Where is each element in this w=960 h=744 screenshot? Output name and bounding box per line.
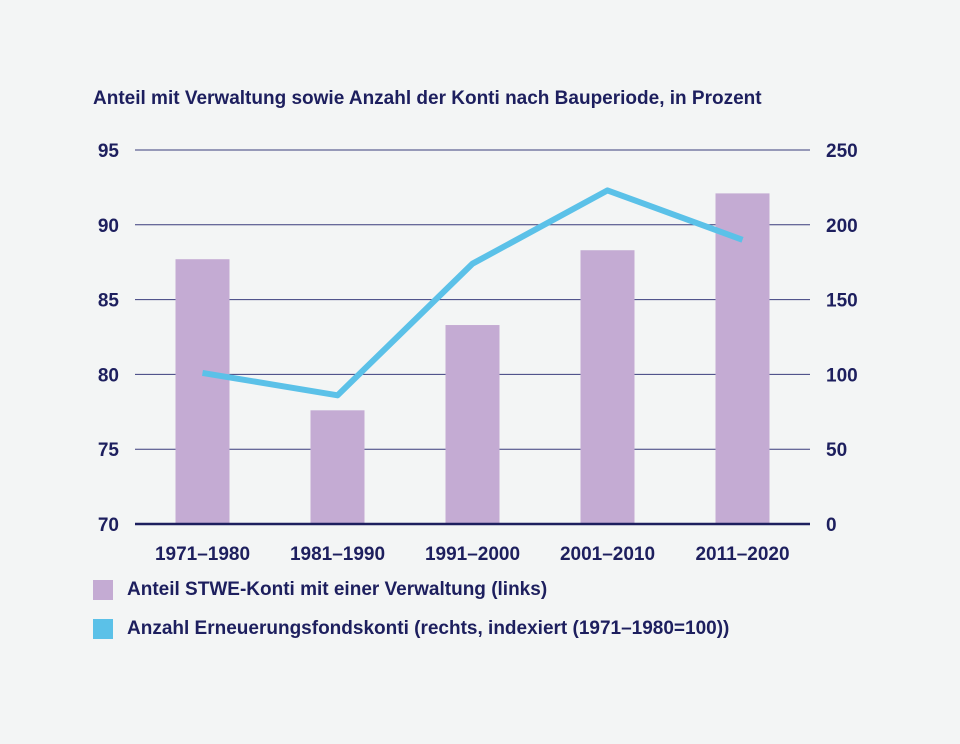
x-tick-1971–1980: 1971–1980	[155, 544, 250, 565]
y-right-tick-50: 50	[826, 440, 847, 461]
x-tick-2011–2020: 2011–2020	[695, 544, 789, 565]
bar-2001–2010	[580, 250, 635, 524]
y-left-tick-95: 95	[98, 141, 120, 162]
legend-label-line: Anzahl Erneuerungsfondskonti (rechts, in…	[127, 618, 730, 639]
y-left-tick-90: 90	[98, 216, 119, 237]
bar-1971–1980	[175, 259, 230, 524]
legend-label-bars: Anteil STWE-Konti mit einer Verwaltung (…	[127, 579, 548, 600]
legend-swatch-bars	[93, 580, 113, 600]
legend-item-line: Anzahl Erneuerungsfondskonti (rechts, in…	[93, 618, 729, 640]
line-series	[202, 187, 744, 399]
y-right-tick-250: 250	[826, 141, 858, 162]
tick-labels: 70 75 80 85 90 95 0 50 100 150 200 250 1971–1980 1981…	[98, 141, 858, 565]
y-left-tick-75: 75	[98, 440, 120, 461]
y-right-tick-150: 150	[826, 291, 858, 312]
legend-swatch-line	[93, 619, 113, 639]
x-tick-1981–1990: 1981–1990	[290, 544, 385, 565]
y-left-tick-70: 70	[98, 515, 119, 536]
bar-1981–1990	[310, 410, 365, 524]
chart-title: Anteil mit Verwaltung sowie Anzahl der K…	[93, 88, 762, 109]
y-right-tick-100: 100	[826, 365, 858, 386]
x-tick-1991–2000: 1991–2000	[425, 544, 520, 565]
y-left-tick-85: 85	[98, 291, 120, 312]
y-right-tick-0: 0	[826, 515, 837, 536]
y-right-tick-200: 200	[826, 216, 858, 237]
y-left-tick-80: 80	[98, 365, 119, 386]
bar-series	[175, 193, 770, 524]
x-tick-2001–2010: 2001–2010	[560, 544, 655, 565]
legend-item-bars: Anteil STWE-Konti mit einer Verwaltung (…	[93, 579, 547, 601]
bar-2011–2020	[715, 193, 770, 524]
bar-1991–2000	[445, 325, 500, 524]
